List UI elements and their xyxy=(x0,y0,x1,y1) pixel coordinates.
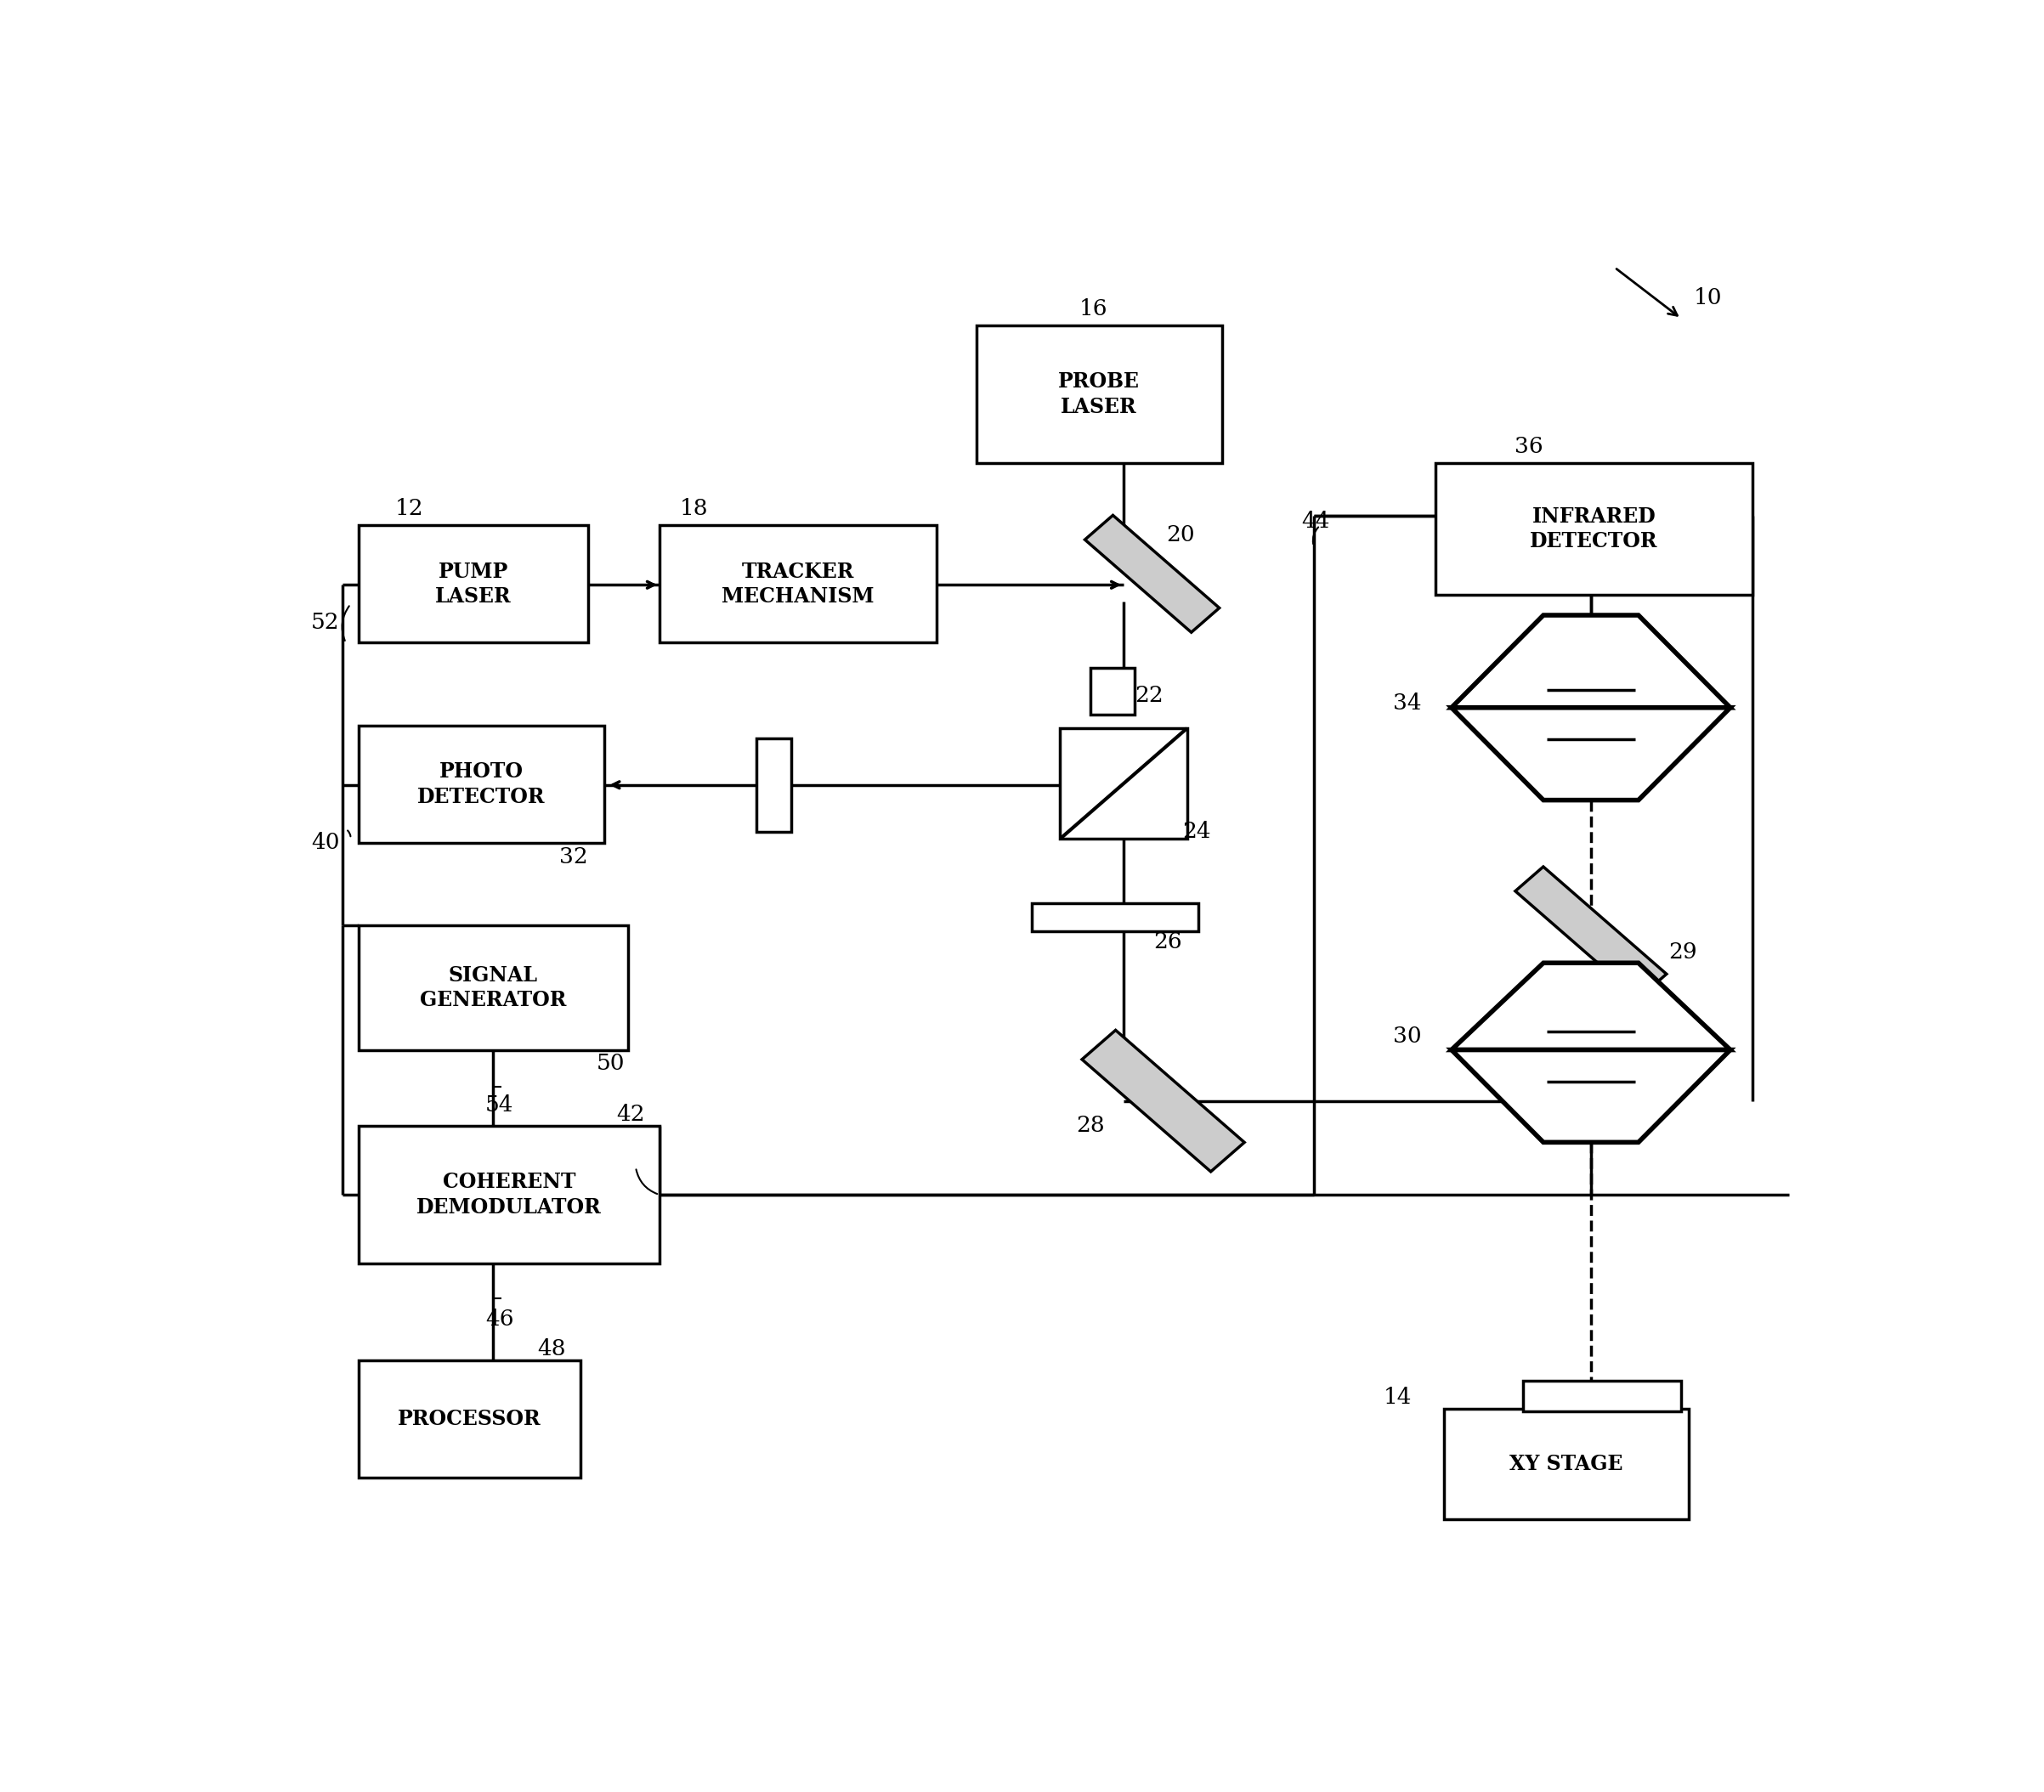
Text: 20: 20 xyxy=(1167,525,1196,547)
Polygon shape xyxy=(1451,615,1731,708)
Text: 40: 40 xyxy=(311,831,339,853)
FancyBboxPatch shape xyxy=(1435,464,1752,595)
Text: TRACKER
MECHANISM: TRACKER MECHANISM xyxy=(722,561,875,607)
Text: SIGNAL
GENERATOR: SIGNAL GENERATOR xyxy=(419,964,566,1011)
Text: 12: 12 xyxy=(394,498,423,520)
Text: 30: 30 xyxy=(1392,1025,1421,1047)
FancyBboxPatch shape xyxy=(977,326,1222,464)
FancyBboxPatch shape xyxy=(660,525,936,643)
Text: XY STAGE: XY STAGE xyxy=(1511,1453,1623,1475)
FancyBboxPatch shape xyxy=(1085,516,1220,633)
FancyBboxPatch shape xyxy=(358,1125,660,1263)
Text: 46: 46 xyxy=(484,1308,513,1330)
Text: 26: 26 xyxy=(1153,932,1181,953)
Text: PUMP
LASER: PUMP LASER xyxy=(435,561,511,607)
Text: 42: 42 xyxy=(617,1104,646,1125)
Text: PHOTO
DETECTOR: PHOTO DETECTOR xyxy=(417,762,546,806)
Text: 34: 34 xyxy=(1392,694,1421,715)
FancyBboxPatch shape xyxy=(1081,1030,1245,1172)
Text: COHERENT
DEMODULATOR: COHERENT DEMODULATOR xyxy=(417,1172,601,1217)
Text: 32: 32 xyxy=(560,846,589,867)
Text: 52: 52 xyxy=(311,611,339,633)
Text: 14: 14 xyxy=(1384,1387,1412,1409)
Text: 48: 48 xyxy=(538,1339,566,1360)
Text: 18: 18 xyxy=(681,498,709,520)
Polygon shape xyxy=(1451,708,1731,799)
Text: 36: 36 xyxy=(1515,435,1543,457)
Text: 28: 28 xyxy=(1075,1115,1104,1136)
Text: INFRARED
DETECTOR: INFRARED DETECTOR xyxy=(1531,505,1658,552)
FancyBboxPatch shape xyxy=(1089,668,1134,715)
FancyBboxPatch shape xyxy=(1523,1382,1680,1412)
Text: 10: 10 xyxy=(1694,287,1723,308)
Polygon shape xyxy=(1451,962,1731,1050)
Text: PROCESSOR: PROCESSOR xyxy=(399,1409,542,1430)
FancyBboxPatch shape xyxy=(358,926,628,1050)
Text: 22: 22 xyxy=(1134,685,1163,706)
FancyBboxPatch shape xyxy=(1515,867,1666,998)
Text: 50: 50 xyxy=(597,1054,625,1073)
FancyBboxPatch shape xyxy=(358,1360,580,1478)
Text: 54: 54 xyxy=(484,1095,513,1116)
FancyBboxPatch shape xyxy=(1061,728,1188,839)
Polygon shape xyxy=(1451,1050,1731,1142)
FancyBboxPatch shape xyxy=(358,525,589,643)
FancyBboxPatch shape xyxy=(756,738,791,831)
FancyBboxPatch shape xyxy=(358,726,605,842)
Text: 16: 16 xyxy=(1079,297,1108,319)
Text: 24: 24 xyxy=(1181,821,1210,842)
FancyBboxPatch shape xyxy=(1443,1409,1688,1520)
Text: 44: 44 xyxy=(1302,511,1329,532)
Text: PROBE
LASER: PROBE LASER xyxy=(1059,371,1141,418)
Text: 29: 29 xyxy=(1668,941,1697,962)
FancyBboxPatch shape xyxy=(1032,903,1198,932)
